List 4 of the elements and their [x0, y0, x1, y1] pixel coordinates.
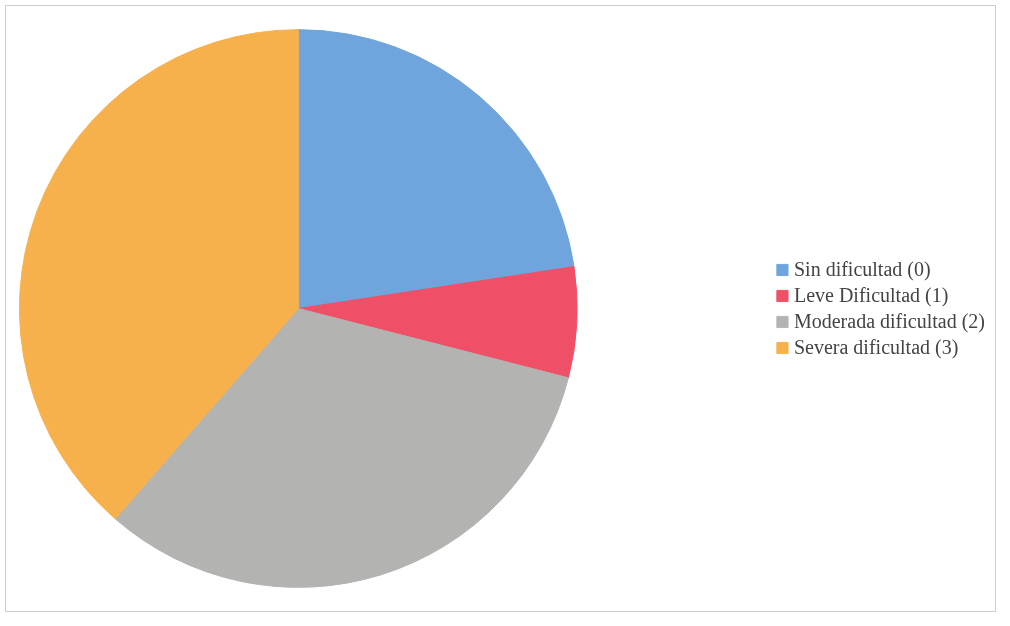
legend-label: Moderada dificultad (2) [793, 309, 985, 333]
legend-label: Leve Dificultad (1) [793, 283, 949, 307]
legend-label: Sin dificultad (0) [793, 257, 931, 281]
legend-label: Severa dificultad (3) [793, 335, 959, 359]
